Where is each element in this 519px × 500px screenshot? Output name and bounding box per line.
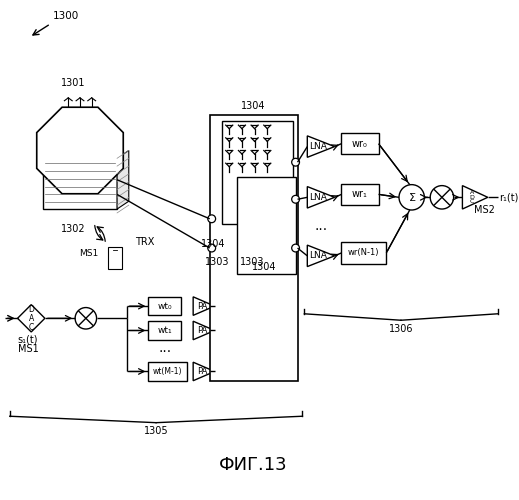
- Text: wr(N-1): wr(N-1): [348, 248, 379, 258]
- Bar: [148, 321, 182, 340]
- Text: D
A
C: D A C: [28, 305, 34, 332]
- Text: r₁(t): r₁(t): [499, 192, 519, 202]
- Text: MS1: MS1: [79, 249, 99, 258]
- Bar: [148, 362, 187, 380]
- Polygon shape: [117, 150, 129, 209]
- Text: wt(M-1): wt(M-1): [153, 367, 183, 376]
- Text: wr₀: wr₀: [352, 138, 368, 148]
- Text: ФИГ.13: ФИГ.13: [220, 456, 288, 474]
- Text: PA: PA: [197, 302, 207, 310]
- Text: 1304: 1304: [241, 100, 266, 110]
- Text: s₁(t): s₁(t): [18, 334, 38, 344]
- Text: wt₀: wt₀: [158, 302, 172, 310]
- Circle shape: [208, 215, 215, 222]
- Polygon shape: [193, 362, 215, 380]
- Circle shape: [430, 186, 454, 209]
- Text: PA: PA: [197, 367, 207, 376]
- Text: 1303: 1303: [240, 256, 265, 266]
- Text: LNA: LNA: [309, 252, 327, 260]
- Text: $\Sigma$: $\Sigma$: [407, 192, 416, 203]
- Text: PA: PA: [197, 326, 207, 335]
- Text: TRX: TRX: [134, 237, 154, 247]
- Polygon shape: [37, 107, 123, 194]
- Polygon shape: [307, 136, 335, 158]
- Bar: [237, 177, 296, 274]
- Text: ...: ...: [158, 340, 171, 354]
- Text: LNA: LNA: [309, 193, 327, 202]
- Polygon shape: [307, 245, 335, 266]
- Text: 1305: 1305: [144, 426, 168, 436]
- Bar: [43, 158, 117, 209]
- Bar: [210, 116, 297, 380]
- Circle shape: [292, 158, 299, 166]
- Polygon shape: [462, 186, 488, 209]
- Polygon shape: [307, 186, 335, 208]
- Circle shape: [75, 308, 97, 329]
- Text: 1306: 1306: [389, 324, 413, 334]
- Text: wr₁: wr₁: [352, 190, 368, 200]
- Text: 1301: 1301: [61, 78, 85, 88]
- Text: 1302: 1302: [61, 224, 85, 234]
- Polygon shape: [193, 321, 215, 340]
- Bar: [342, 242, 386, 264]
- Text: MS2: MS2: [474, 205, 495, 215]
- Text: 1303: 1303: [205, 256, 229, 266]
- Text: 1304: 1304: [201, 239, 225, 249]
- Circle shape: [208, 244, 215, 252]
- Polygon shape: [193, 297, 215, 316]
- Polygon shape: [18, 304, 45, 332]
- Bar: [148, 297, 182, 316]
- Text: ...: ...: [315, 218, 327, 232]
- Circle shape: [292, 196, 299, 203]
- Text: A
D
C: A D C: [470, 190, 474, 204]
- Bar: [342, 184, 378, 205]
- Circle shape: [399, 184, 425, 210]
- Bar: [223, 121, 293, 224]
- Circle shape: [292, 244, 299, 252]
- Text: wt₁: wt₁: [158, 326, 172, 335]
- Text: 1300: 1300: [53, 10, 79, 20]
- Bar: [342, 133, 378, 154]
- Text: MS1: MS1: [18, 344, 38, 354]
- Text: 1304: 1304: [252, 262, 276, 272]
- Text: LNA: LNA: [309, 142, 327, 151]
- Bar: [108, 247, 122, 268]
